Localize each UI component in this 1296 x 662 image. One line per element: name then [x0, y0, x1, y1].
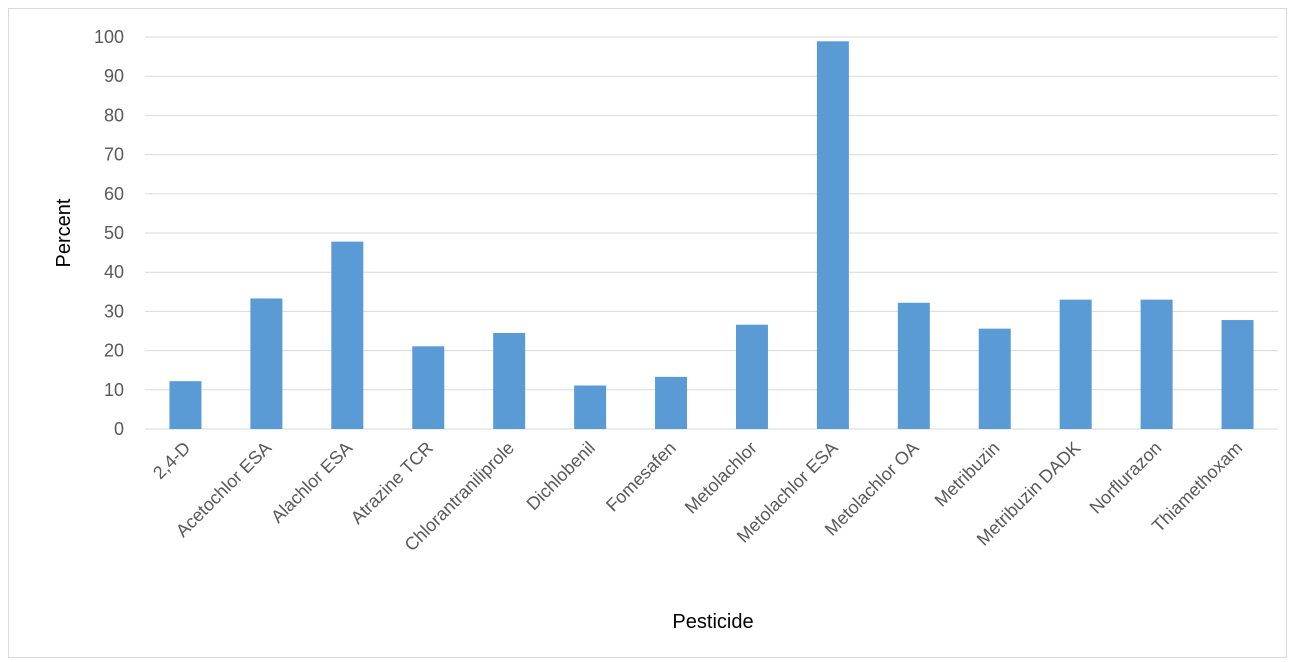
y-tick-label: 70 [104, 145, 124, 165]
y-tick-label: 30 [104, 301, 124, 321]
bar [331, 241, 364, 429]
y-tick-label: 0 [114, 419, 124, 439]
bar [250, 298, 283, 429]
bar [574, 385, 607, 429]
bar [1059, 299, 1092, 429]
bars [169, 41, 1254, 429]
bar [655, 376, 688, 429]
y-tick-label: 60 [104, 184, 124, 204]
y-tick-label: 20 [104, 341, 124, 361]
bar [169, 381, 202, 429]
x-tick-label: Norflurazon [1085, 438, 1165, 518]
y-tick-label: 50 [104, 223, 124, 243]
x-tick-label: Alachlor ESA [267, 438, 356, 527]
x-tick-label: Metribuzin [931, 438, 1004, 511]
x-tick-label: 2,4-D [149, 438, 194, 483]
bar [816, 41, 849, 429]
y-axis-title: Percent [53, 198, 75, 267]
x-tick-label: Metolachlor [681, 438, 761, 518]
bar [735, 324, 768, 429]
bar [1221, 320, 1254, 429]
bar [493, 332, 526, 429]
x-tick-label: Fomesafen [602, 438, 680, 516]
bar [978, 328, 1011, 429]
y-tick-label: 100 [94, 27, 124, 47]
y-tick-labels: 0 10 20 30 40 50 60 70 80 90 100 [94, 27, 124, 439]
bar [412, 346, 445, 429]
y-tick-label: 80 [104, 105, 124, 125]
bar [1140, 299, 1173, 429]
gridlines [145, 36, 1278, 430]
x-tick-label: Atrazine TCR [347, 438, 437, 528]
x-tick-label: Dichlobenil [523, 438, 599, 514]
bar [897, 302, 930, 429]
y-tick-label: 10 [104, 380, 124, 400]
x-axis-title: Pesticide [672, 611, 753, 633]
y-tick-label: 40 [104, 262, 124, 282]
y-tick-label: 90 [104, 66, 124, 86]
